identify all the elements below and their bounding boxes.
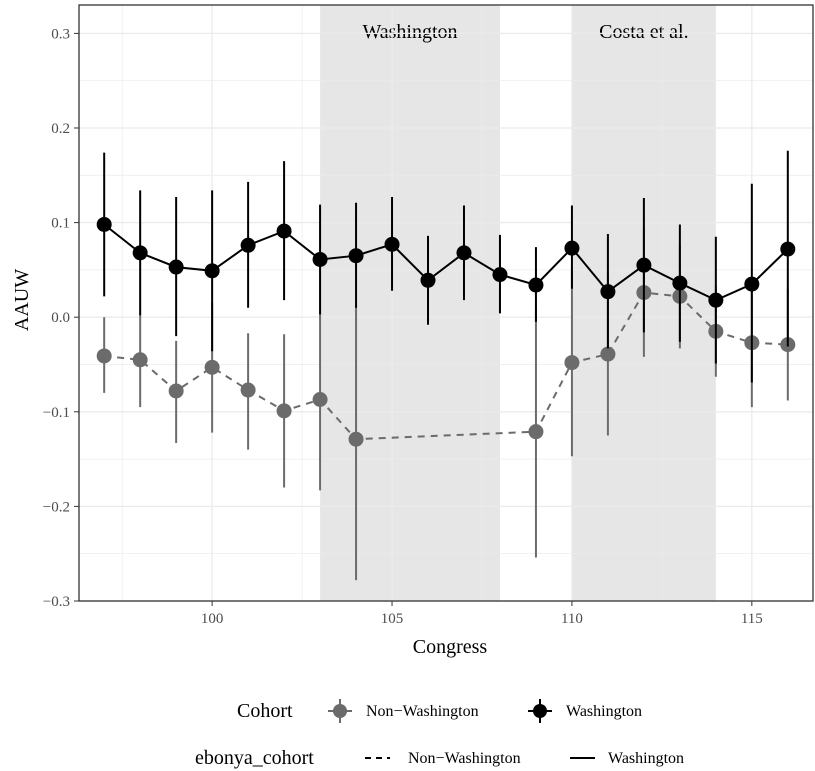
data-point-1-4 (240, 237, 256, 253)
data-point-1-3 (204, 263, 220, 279)
legend-label-cohort-non-washington: Non−Washington (366, 703, 479, 720)
data-point-1-1 (132, 245, 148, 261)
y-tick-label-6: 0.3 (51, 26, 70, 42)
data-point-1-9 (420, 272, 436, 288)
y-tick-label-0: −0.3 (43, 594, 70, 610)
data-point-1-5 (276, 223, 292, 239)
x-tick-label-3: 115 (741, 611, 763, 627)
data-point-0-2 (168, 383, 184, 399)
y-axis-title: AAUW (11, 269, 33, 331)
legend-title-linetype: ebonya_cohort (195, 747, 314, 769)
data-point-0-1 (132, 352, 148, 368)
legend-key-non-washington-point (328, 699, 352, 723)
data-point-0-10 (600, 346, 616, 362)
data-point-1-19 (780, 241, 796, 257)
y-tick-label-3: 0.0 (51, 310, 70, 326)
data-point-0-7 (348, 431, 364, 447)
data-point-1-17 (708, 292, 724, 308)
data-point-1-15 (636, 257, 652, 273)
data-point-1-16 (672, 275, 688, 291)
legend-key-washington-point (528, 699, 552, 723)
y-tick-label-5: 0.2 (51, 121, 70, 137)
shaded-region-0 (320, 5, 500, 601)
legend-label-linetype-washington: Washington (608, 750, 684, 767)
legend: Cohort Non−Washington Washington ebonya_… (195, 699, 684, 769)
y-tick-label-2: −0.1 (43, 405, 70, 421)
series-layer (96, 150, 796, 581)
x-axis-title: Congress (413, 636, 488, 658)
data-point-0-0 (96, 348, 112, 364)
data-point-0-5 (276, 403, 292, 419)
legend-label-cohort-washington: Washington (566, 703, 642, 720)
shaded-region-label-1: Costa et al. (599, 21, 688, 43)
data-point-1-18 (744, 276, 760, 292)
legend-title-cohort: Cohort (237, 700, 293, 722)
plot-border (78, 4, 814, 602)
y-tick-label-1: −0.2 (43, 499, 70, 515)
data-point-1-10 (456, 245, 472, 261)
shaded-regions: Washington Costa et al. (320, 5, 716, 601)
data-point-1-2 (168, 259, 184, 275)
data-point-1-7 (348, 248, 364, 264)
data-point-0-9 (564, 355, 580, 371)
data-point-1-8 (384, 236, 400, 252)
data-point-1-6 (312, 251, 328, 267)
x-tick-label-0: 100 (201, 611, 224, 627)
data-point-1-14 (600, 284, 616, 300)
data-point-0-4 (240, 382, 256, 398)
data-point-1-11 (492, 267, 508, 283)
data-point-0-3 (204, 359, 220, 375)
legend-label-linetype-non-washington: Non−Washington (408, 750, 521, 767)
series-line-0 (104, 291, 788, 441)
y-tick-label-4: 0.1 (51, 216, 70, 232)
data-point-0-8 (528, 424, 544, 440)
axes: 100 105 110 115 −0.3 −0.2 −0.1 0.0 0.1 0.2 0.3 (43, 4, 814, 627)
data-point-0-6 (312, 391, 328, 407)
x-tick-label-1: 105 (381, 611, 404, 627)
data-point-1-0 (96, 216, 112, 232)
x-tick-label-2: 110 (561, 611, 583, 627)
data-point-1-13 (564, 240, 580, 256)
data-point-1-12 (528, 277, 544, 293)
shaded-region-label-0: Washington (362, 21, 457, 43)
